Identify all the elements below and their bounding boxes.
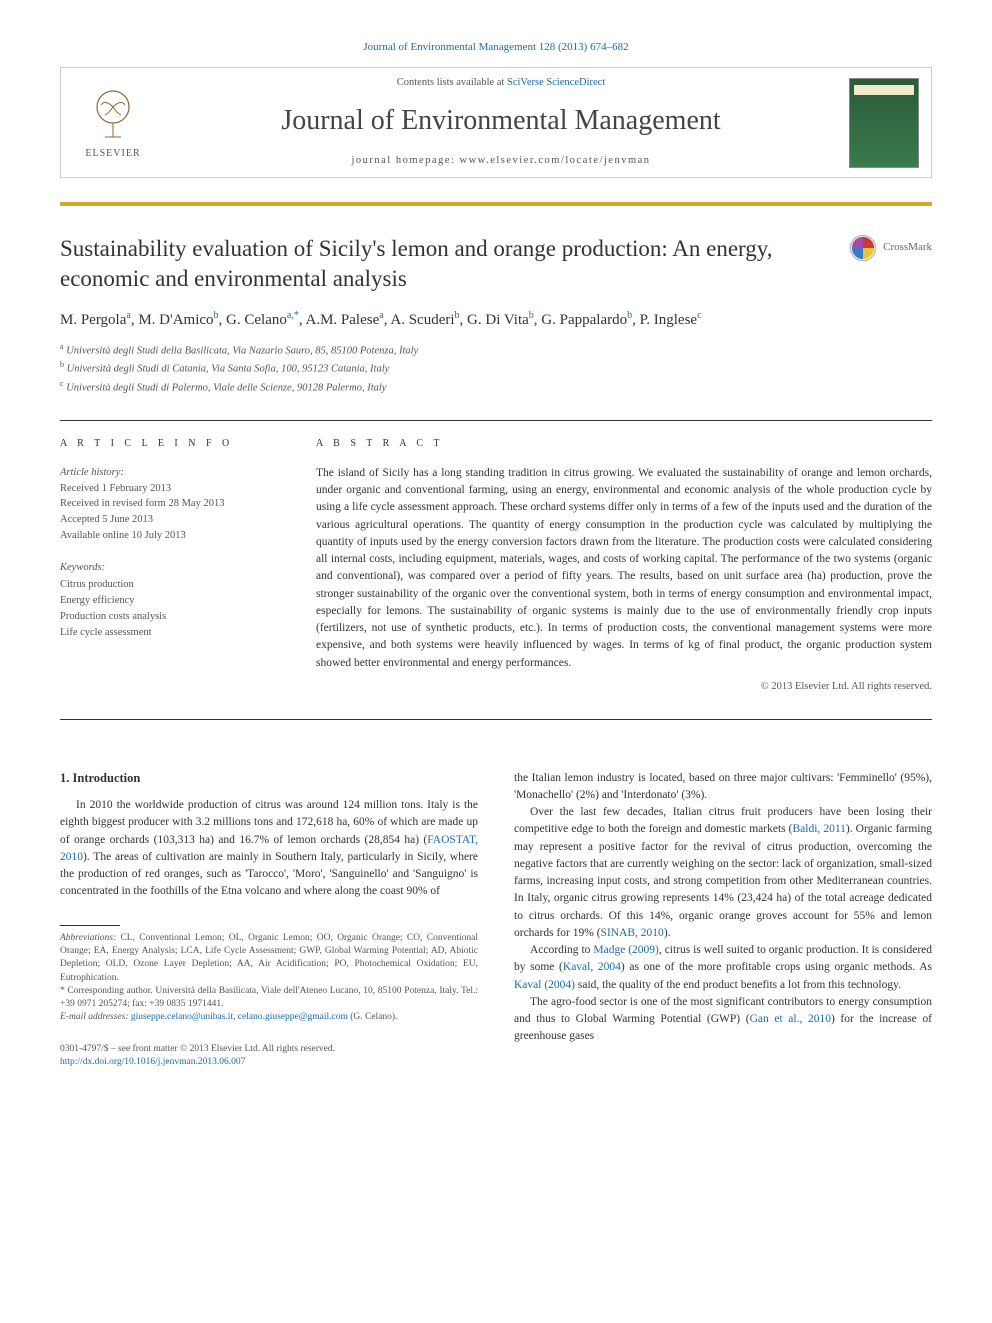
- cite-sinab[interactable]: SINAB, 2010: [601, 927, 664, 939]
- keyword-1: Citrus production: [60, 579, 134, 590]
- crossmark-badge[interactable]: CrossMark: [849, 234, 932, 262]
- body-two-column: 1. Introduction In 2010 the worldwide pr…: [60, 770, 932, 1070]
- email-2[interactable]: celano.giuseppe@gmail.com: [238, 1012, 348, 1022]
- body-left-column: 1. Introduction In 2010 the worldwide pr…: [60, 770, 478, 1070]
- affiliation-a: a Università degli Studi della Basilicat…: [60, 341, 932, 359]
- abstract-text: The island of Sicily has a long standing…: [316, 465, 932, 672]
- journal-cover-thumb: [849, 78, 919, 168]
- masthead: ELSEVIER Contents lists available at Sci…: [60, 67, 932, 178]
- footnote-abbrev: Abbreviations: CL, Conventional Lemon; O…: [60, 932, 478, 985]
- journal-homepage: journal homepage: www.elsevier.com/locat…: [153, 154, 849, 169]
- right-para-3: According to Madge (2009), citrus is wel…: [514, 942, 932, 994]
- footnote-corresponding: * Corresponding author. Università della…: [60, 985, 478, 1012]
- keyword-2: Energy efficiency: [60, 595, 135, 606]
- abbrev-label: Abbreviations:: [60, 933, 116, 943]
- keywords-block: Keywords: Citrus production Energy effic…: [60, 560, 280, 641]
- cite-kaval2[interactable]: Kaval (2004): [514, 979, 575, 991]
- authors-line: M. Pergolaa, M. D'Amicob, G. Celanoa,*, …: [60, 308, 932, 332]
- received-date: Received 1 February 2013: [60, 483, 171, 494]
- crossmark-label: CrossMark: [883, 240, 932, 255]
- abstract-copyright: © 2013 Elsevier Ltd. All rights reserved…: [316, 680, 932, 695]
- history-label: Article history:: [60, 467, 124, 478]
- gold-accent-bar: [60, 202, 932, 206]
- footnote-email: E-mail addresses: giuseppe.celano@unibas…: [60, 1011, 478, 1024]
- keyword-4: Life cycle assessment: [60, 627, 152, 638]
- contents-prefix: Contents lists available at: [397, 77, 507, 88]
- intro-para-1: In 2010 the worldwide production of citr…: [60, 797, 478, 901]
- section-divider-2: [60, 719, 932, 720]
- abstract-column: A B S T R A C T The island of Sicily has…: [316, 437, 932, 695]
- top-citation[interactable]: Journal of Environmental Management 128 …: [60, 40, 932, 55]
- body-right-column: the Italian lemon industry is located, b…: [514, 770, 932, 1070]
- email-label: E-mail addresses:: [60, 1012, 129, 1022]
- email-1[interactable]: giuseppe.celano@unibas.it: [131, 1012, 233, 1022]
- intro-heading: 1. Introduction: [60, 770, 478, 788]
- crossmark-icon: [849, 234, 877, 262]
- affiliation-b: b Università degli Studi di Catania, Via…: [60, 359, 932, 377]
- keywords-label: Keywords:: [60, 560, 280, 576]
- accepted-date: Accepted 5 June 2013: [60, 514, 153, 525]
- cite-madge[interactable]: Madge (2009): [593, 944, 659, 956]
- cite-gan[interactable]: Gan et al., 2010: [750, 1013, 831, 1025]
- footnote-rule: [60, 925, 120, 926]
- affiliation-c: c Università degli Studi di Palermo, Via…: [60, 378, 932, 396]
- revised-date: Received in revised form 28 May 2013: [60, 498, 224, 509]
- contents-line: Contents lists available at SciVerse Sci…: [153, 76, 849, 91]
- article-info-label: A R T I C L E I N F O: [60, 437, 280, 451]
- footer-meta: 0301-4797/$ – see front matter © 2013 El…: [60, 1043, 478, 1070]
- keyword-3: Production costs analysis: [60, 611, 166, 622]
- right-para-4: The agro-food sector is one of the most …: [514, 994, 932, 1046]
- corr-label: * Corresponding author.: [60, 986, 153, 996]
- article-info-column: A R T I C L E I N F O Article history: R…: [60, 437, 280, 695]
- cite-baldi[interactable]: Baldi, 2011: [793, 823, 846, 835]
- right-para-1: the Italian lemon industry is located, b…: [514, 770, 932, 805]
- journal-name: Journal of Environmental Management: [153, 101, 849, 140]
- online-date: Available online 10 July 2013: [60, 530, 186, 541]
- sciencedirect-link[interactable]: SciVerse ScienceDirect: [507, 77, 605, 88]
- elsevier-tree-icon: [83, 85, 143, 145]
- elsevier-logo: ELSEVIER: [73, 78, 153, 168]
- doi-link[interactable]: http://dx.doi.org/10.1016/j.jenvman.2013…: [60, 1056, 478, 1069]
- article-history: Article history: Received 1 February 201…: [60, 465, 280, 544]
- article-title: Sustainability evaluation of Sicily's le…: [60, 234, 833, 294]
- masthead-center: Contents lists available at SciVerse Sci…: [153, 76, 849, 169]
- cite-kaval1[interactable]: Kaval, 2004: [563, 961, 621, 973]
- issn-line: 0301-4797/$ – see front matter © 2013 El…: [60, 1043, 478, 1056]
- abstract-label: A B S T R A C T: [316, 437, 932, 451]
- right-para-2: Over the last few decades, Italian citru…: [514, 804, 932, 942]
- affiliations: a Università degli Studi della Basilicat…: [60, 341, 932, 396]
- section-divider: [60, 420, 932, 421]
- publisher-label: ELSEVIER: [85, 147, 140, 161]
